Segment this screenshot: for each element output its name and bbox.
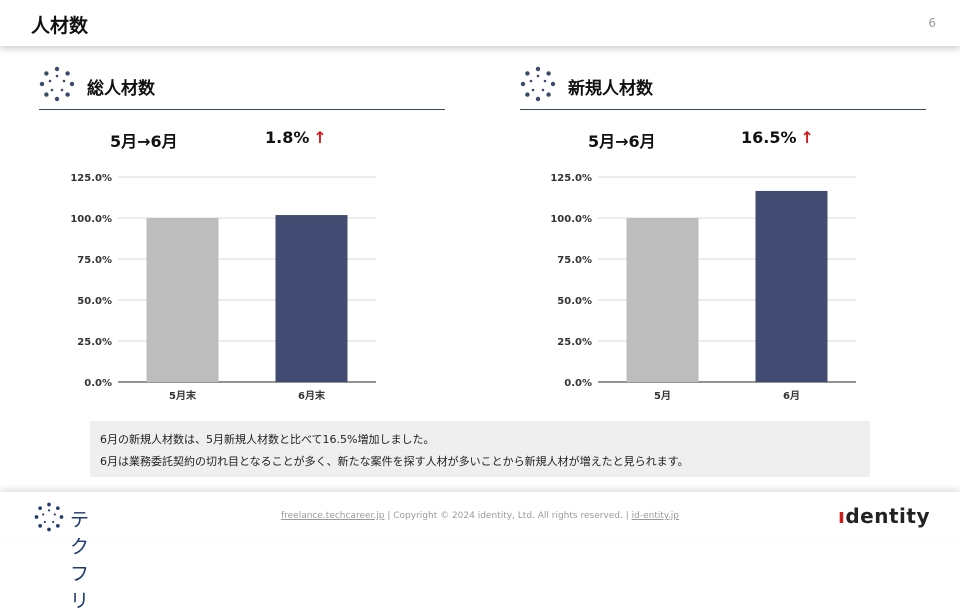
- up-arrow-icon: ↑: [800, 128, 814, 147]
- footer-links: freelance.techcareer.jp | Copyright © 20…: [280, 511, 680, 521]
- bar: [755, 190, 828, 382]
- copyright-text: Copyright © 2024 identity, Ltd. All righ…: [393, 511, 623, 521]
- y-tick-label: 100.0%: [550, 214, 592, 225]
- dotted-ring-icon: [520, 66, 556, 102]
- y-tick-label: 0.0%: [564, 378, 592, 389]
- section-title: 総人材数: [87, 79, 155, 99]
- section-divider: [520, 109, 926, 110]
- page-footer: テクフリ freelance.techcareer.jp | Copyright…: [0, 492, 960, 612]
- techfuri-wordmark: テクフリ: [70, 509, 92, 612]
- page-title: 人材数: [31, 15, 89, 37]
- commentary-line: 6月の新規人材数は、5月新規人材数と比べて16.5%増加しました。: [100, 433, 435, 446]
- change-value: 16.5% ↑: [741, 128, 814, 147]
- techcareer-link[interactable]: freelance.techcareer.jp: [280, 511, 385, 521]
- y-tick-label: 125.0%: [70, 173, 112, 184]
- identity-logo: ıdentity: [838, 504, 930, 528]
- bar-chart: 0.0% 25.0% 50.0% 75.0% 100.0% 125.0% 5月 6月: [550, 173, 856, 402]
- bar: [626, 218, 699, 382]
- dotted-ring-icon: [34, 502, 64, 532]
- page-number: 6: [928, 16, 936, 30]
- bar: [146, 218, 219, 382]
- x-tick-label: 6月末: [298, 389, 326, 402]
- commentary-line: 6月は業務委託契約の切れ目となることが多く、新たな案件を探す人材が多いことから新…: [100, 455, 689, 468]
- section-divider: [39, 109, 445, 110]
- commentary-box: 6月の新規人材数は、5月新規人材数と比べて16.5%増加しました。 6月は業務委…: [90, 421, 870, 477]
- y-tick-label: 25.0%: [77, 337, 112, 348]
- page-header: 人材数 6: [0, 0, 960, 46]
- section-title: 新規人材数: [568, 79, 653, 99]
- y-tick-label: 75.0%: [77, 255, 112, 266]
- dotted-ring-icon: [39, 66, 75, 102]
- y-tick-label: 100.0%: [70, 214, 112, 225]
- y-tick-label: 125.0%: [550, 173, 592, 184]
- y-tick-label: 50.0%: [557, 296, 592, 307]
- up-arrow-icon: ↑: [313, 128, 327, 147]
- section-new-talent: 新規人材数: [520, 62, 926, 110]
- period-label: 5月→6月: [110, 132, 178, 151]
- y-tick-label: 25.0%: [557, 337, 592, 348]
- x-tick-label: 5月: [654, 390, 671, 402]
- section-total-talent: 総人材数: [39, 62, 445, 110]
- period-label: 5月→6月: [588, 132, 656, 151]
- bar-chart: 0.0% 25.0% 50.0% 75.0% 100.0% 125.0% 5月末 6月末: [70, 173, 376, 402]
- chart-new-talent: 0.0% 25.0% 50.0% 75.0% 100.0% 125.0% 5月 6月: [540, 165, 870, 409]
- identity-link[interactable]: id-entity.jp: [631, 511, 680, 521]
- y-tick-label: 0.0%: [84, 378, 112, 389]
- bar: [275, 215, 348, 382]
- change-value: 1.8% ↑: [265, 128, 327, 147]
- chart-total-talent: 0.0% 25.0% 50.0% 75.0% 100.0% 125.0% 5月末 6月末: [60, 165, 390, 409]
- y-tick-label: 75.0%: [557, 255, 592, 266]
- x-tick-label: 6月: [783, 390, 800, 402]
- x-tick-label: 5月末: [169, 389, 197, 402]
- y-tick-label: 50.0%: [77, 296, 112, 307]
